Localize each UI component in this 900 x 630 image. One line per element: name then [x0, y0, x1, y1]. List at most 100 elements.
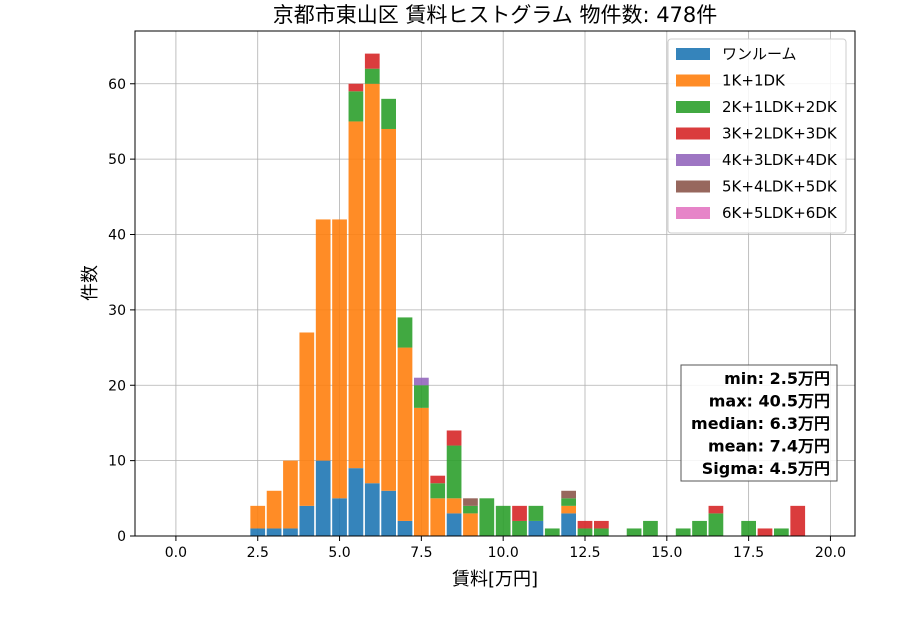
- bar-segment: [463, 505, 478, 514]
- stats-line: median: 6.3万円: [691, 414, 830, 433]
- bar-segment: [299, 332, 315, 506]
- bar-segment: [561, 505, 576, 514]
- bar-segment: [577, 528, 593, 536]
- bar-segment: [414, 385, 429, 408]
- bar-segment: [495, 505, 511, 536]
- x-axis-label: 賃料[万円]: [452, 569, 538, 590]
- legend: ワンルーム 1K+1DK 2K+1LDK+2DK 3K+2LDK+3DK 4K+3LDK…: [667, 38, 847, 234]
- y-tick-label: 30: [108, 303, 126, 319]
- bar-segment: [283, 528, 298, 536]
- bar-segment: [528, 520, 544, 536]
- bar-segment: [364, 68, 380, 84]
- stats-line: min: 2.5万円: [724, 369, 830, 388]
- legend-swatch: [676, 74, 710, 87]
- legend-swatch: [676, 154, 710, 166]
- bar-segment: [332, 219, 347, 499]
- x-tick-label: 17.5: [733, 545, 764, 561]
- legend-swatch: [676, 207, 710, 219]
- bar-segment: [250, 505, 266, 529]
- bar-segment: [397, 520, 413, 536]
- stats-box-frame: [680, 364, 838, 482]
- legend-label: 2K+1LDK+2DK: [722, 98, 838, 116]
- legend-swatch: [676, 48, 710, 60]
- y-axis-ticks: 0 10 20 30 40 50 60: [108, 77, 135, 545]
- bar-segment: [250, 528, 266, 536]
- legend-items: ワンルーム 1K+1DK 2K+1LDK+2DK 3K+2LDK+3DK 4K+3LDK…: [676, 45, 838, 222]
- bar-segment: [741, 520, 756, 536]
- bar-segment: [512, 520, 527, 536]
- stats-line: mean: 7.4万円: [708, 437, 830, 456]
- bar-segment: [348, 468, 364, 536]
- bar-segment: [414, 407, 429, 536]
- x-tick-label: 20.0: [815, 545, 846, 561]
- bar-segment: [414, 377, 429, 386]
- y-tick-label: 20: [108, 378, 126, 394]
- plot-frame: [134, 30, 856, 537]
- bar-segment: [430, 483, 446, 499]
- bar-segment: [381, 128, 396, 491]
- bar-segment: [561, 490, 576, 499]
- bar-segment: [528, 505, 544, 521]
- bar-segment: [348, 83, 364, 92]
- bars: [250, 53, 806, 536]
- bar-segment: [790, 505, 806, 536]
- x-tick-label: 12.5: [569, 545, 600, 561]
- x-tick-label: 15.0: [651, 545, 682, 561]
- x-tick-label: 7.5: [410, 545, 432, 561]
- bar-segment: [381, 490, 396, 536]
- bar-segment: [430, 498, 446, 536]
- bar-segment: [446, 513, 462, 536]
- bar-segment: [692, 520, 707, 536]
- legend-swatch: [676, 101, 710, 113]
- bar-segment: [348, 121, 364, 469]
- legend-swatch: [676, 127, 710, 140]
- bar-segment: [332, 498, 347, 536]
- bar-segment: [266, 490, 282, 529]
- x-tick-label: 2.5: [247, 545, 269, 561]
- y-tick-label: 40: [108, 228, 126, 244]
- stats-box: min: 2.5万円 max: 40.5万円 median: 6.3万円 mean: …: [680, 364, 838, 482]
- y-tick-label: 10: [108, 454, 126, 470]
- chart-title: 京都市東山区 賃料ヒストグラム 物件数: 478件: [273, 3, 718, 27]
- legend-label: 3K+2LDK+3DK: [722, 125, 838, 143]
- bar-segment: [299, 505, 315, 536]
- legend-label: 4K+3LDK+4DK: [722, 151, 838, 169]
- bar-segment: [594, 528, 609, 536]
- bar-segment: [446, 430, 462, 446]
- x-tick-label: 10.0: [488, 545, 519, 561]
- bar-segment: [364, 483, 380, 536]
- bar-segment: [430, 475, 446, 484]
- bar-segment: [561, 513, 576, 536]
- legend-label: 6K+5LDK+6DK: [722, 204, 838, 222]
- y-tick-label: 0: [117, 529, 126, 545]
- x-axis-ticks: 0.0 2.5 5.0 7.5 10.0 12.5 15.0 17.5 20.0: [165, 536, 846, 561]
- bar-segment: [643, 520, 658, 536]
- y-tick-label: 60: [108, 77, 126, 93]
- stats-line: max: 40.5万円: [709, 392, 830, 411]
- bar-segment: [446, 498, 462, 514]
- bar-segment: [577, 520, 593, 529]
- legend-swatch: [676, 180, 710, 193]
- x-tick-label: 0.0: [165, 545, 187, 561]
- bar-segment: [446, 445, 462, 499]
- legend-label: 1K+1DK: [722, 72, 786, 90]
- bar-segment: [544, 528, 560, 536]
- bar-segment: [364, 83, 380, 484]
- bar-segment: [594, 520, 609, 529]
- bar-segment: [479, 498, 495, 536]
- x-tick-label: 5.0: [328, 545, 350, 561]
- legend-label: ワンルーム: [722, 45, 797, 63]
- bar-segment: [397, 317, 413, 348]
- bar-segment: [463, 498, 478, 506]
- legend-label: 5K+4LDK+5DK: [722, 178, 838, 196]
- bar-segment: [675, 528, 691, 536]
- stats-lines: min: 2.5万円 max: 40.5万円 median: 6.3万円 mean: …: [691, 369, 830, 478]
- bar-segment: [626, 528, 642, 536]
- bar-segment: [364, 53, 380, 69]
- bar-segment: [774, 528, 789, 536]
- y-axis-label: 件数: [80, 265, 101, 301]
- bar-segment: [397, 347, 413, 521]
- bar-segment: [512, 505, 527, 521]
- bar-segment: [283, 460, 298, 529]
